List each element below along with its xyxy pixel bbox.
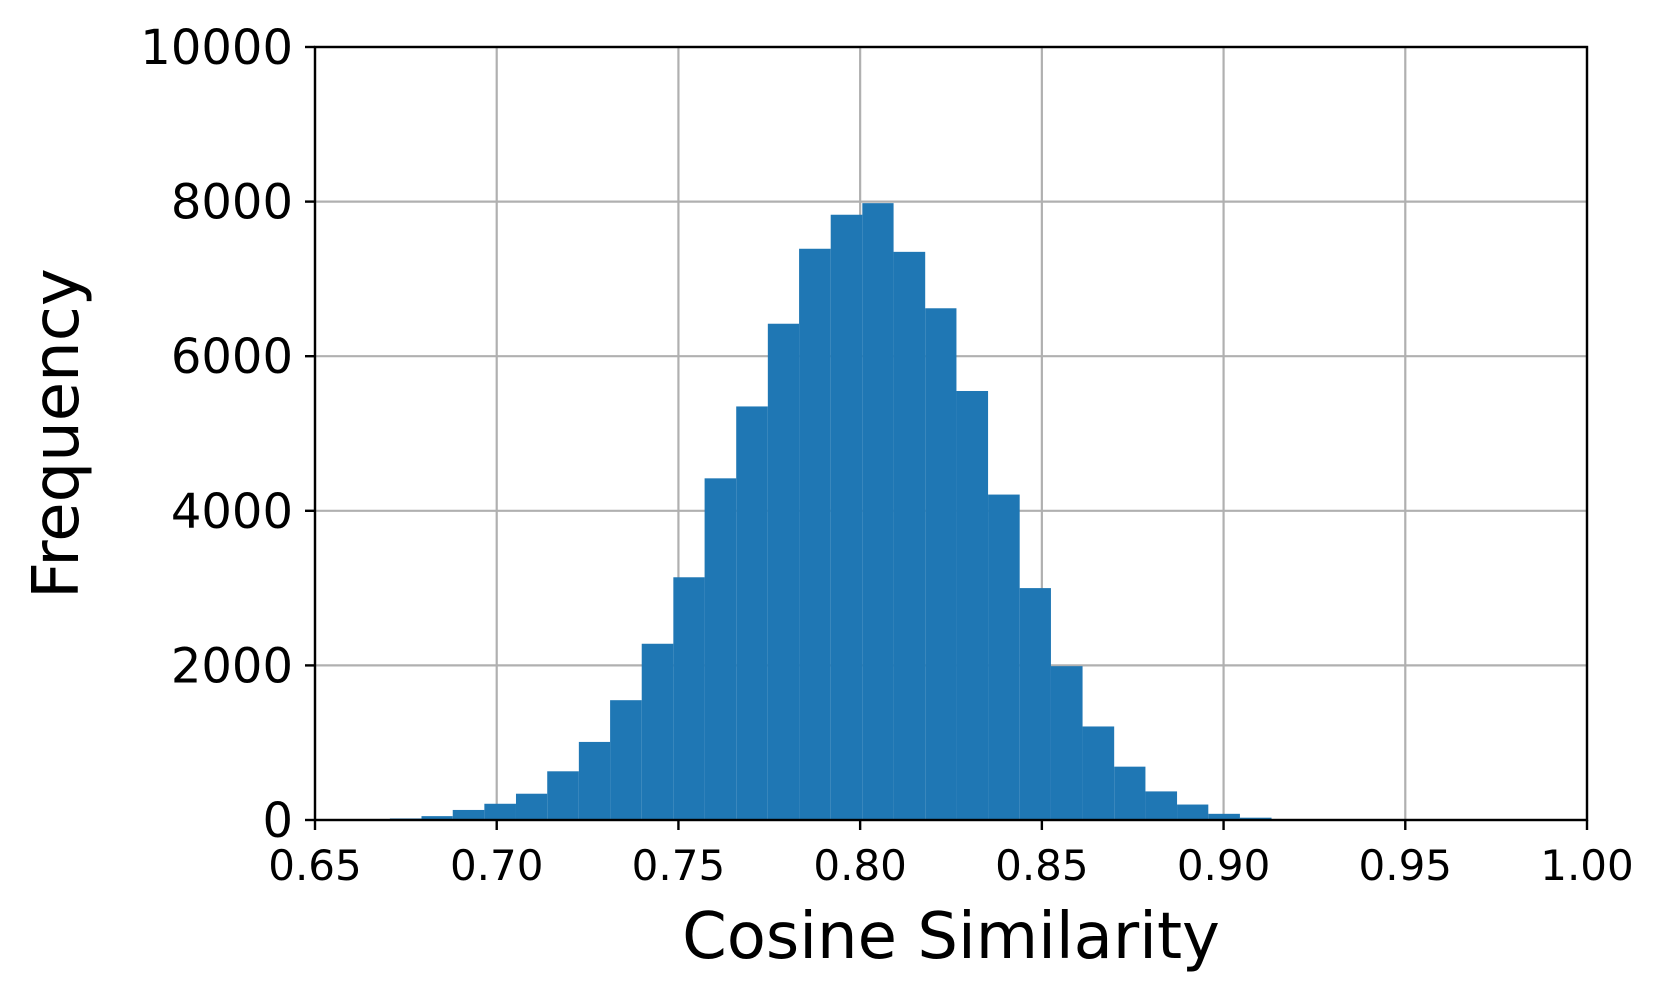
histogram-bar (956, 390, 989, 820)
histogram-bar (578, 741, 611, 820)
x-tick-label: 0.75 (632, 841, 726, 890)
histogram-bar (704, 478, 737, 820)
axes (305, 45, 1589, 830)
y-tick-label: 6000 (171, 329, 293, 385)
histogram-bar (1177, 804, 1209, 820)
histogram-bar (641, 643, 674, 820)
histogram-bar (988, 494, 1020, 820)
y-tick-label: 8000 (171, 175, 293, 231)
histogram-bar (736, 406, 768, 820)
x-axis-title: Cosine Similarity (682, 900, 1220, 974)
x-tick-label: 0.80 (813, 841, 907, 890)
histogram-bar (893, 251, 926, 821)
y-tick-label: 10000 (140, 20, 293, 76)
y-tick-label: 0 (262, 793, 293, 849)
histogram-bar (547, 771, 579, 820)
histogram-bar (515, 793, 548, 820)
histogram-bar (1082, 726, 1115, 820)
histogram-bar (767, 323, 800, 820)
histogram-bar (799, 248, 831, 821)
histogram-bar (1114, 766, 1146, 820)
x-tick-label: 0.65 (268, 841, 362, 890)
plot-frame (313, 45, 1589, 822)
histogram-bar (862, 203, 894, 820)
histogram-bars (389, 203, 1272, 821)
y-tick-label: 2000 (171, 638, 293, 694)
histogram-bar (1145, 791, 1178, 820)
histogram-bar (1050, 666, 1083, 820)
histogram-bar (421, 816, 453, 820)
histogram-bar (1019, 588, 1051, 820)
histogram-bar (1208, 813, 1240, 820)
histogram-bar (484, 803, 516, 820)
x-tick-label: 0.95 (1359, 841, 1453, 890)
histogram-bar (830, 214, 863, 821)
y-tick-label: 4000 (171, 484, 293, 540)
x-tick-label: 0.85 (995, 841, 1089, 890)
histogram-bar (673, 577, 705, 820)
tick-labels: 0.65 0.70 0.75 0.80 0.85 0.90 0.95 1.00 0 2000 400… (140, 20, 1633, 890)
histogram-bar (452, 809, 485, 820)
x-tick-label: 0.90 (1177, 841, 1271, 890)
x-tick-label: 1.00 (1540, 841, 1634, 890)
y-axis-title: Frequency (20, 268, 94, 599)
x-tick-label: 0.70 (450, 841, 544, 890)
histogram-bar (610, 700, 642, 820)
histogram-bar (925, 308, 957, 820)
